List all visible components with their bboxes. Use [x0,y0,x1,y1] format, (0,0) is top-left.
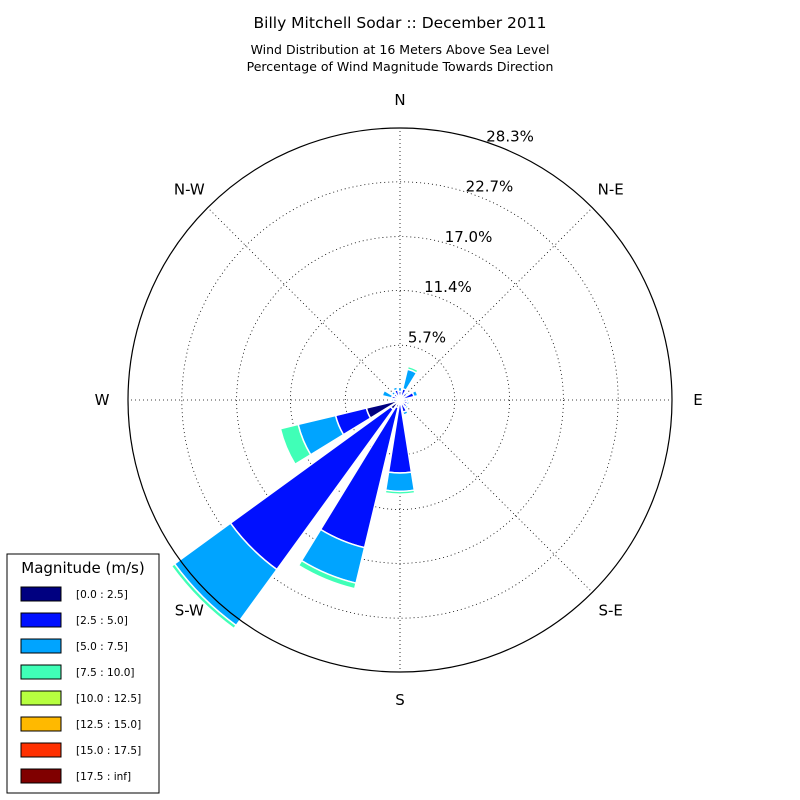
ring-label: 5.7% [408,328,446,346]
grid-ring [181,181,619,619]
wind-bar [405,400,411,407]
wind-bar [406,365,420,374]
direction-label: W [95,391,110,409]
legend-swatch [20,664,62,680]
wind-bar [279,423,312,466]
legend-swatch [20,690,62,706]
direction-label: S-E [599,602,623,620]
wind-bar [404,404,410,410]
chart-subtitle-line-2: Percentage of Wind Magnitude Towards Dir… [247,59,554,74]
legend-label: [10.0 : 12.5] [76,693,141,705]
legend-label: [7.5 : 10.0] [76,667,134,679]
wind-bar [390,390,397,397]
direction-label: S [395,691,405,709]
wind-bar [404,390,410,396]
ring-label: 22.7% [466,177,514,195]
outer-circle [127,127,673,673]
legend-items: [0.0 : 2.5] [2.5 : 5.0] [5.0 : 7.5] [7.5 : … [20,586,141,784]
wind-bar [297,559,357,590]
direction-label: S-W [175,602,204,620]
wind-bar [170,562,238,630]
polar-grid [128,128,672,672]
grid-ring [236,236,564,564]
direction-label: N-W [174,180,205,198]
wind-bar [397,386,403,393]
direction-label: E [693,391,702,409]
wind-bar [411,389,419,398]
ring-label: 11.4% [424,278,472,296]
legend-swatch [20,612,62,628]
legend-swatch [20,716,62,732]
chart-subtitle-line-1: Wind Distribution at 16 Meters Above Sea… [251,42,550,57]
legend-label: [2.5 : 5.0] [76,615,128,627]
ring-label: 17.0% [445,228,493,246]
legend-swatch [20,638,62,654]
legend-label: [0.0 : 2.5] [76,589,128,601]
wind-bar [402,409,410,416]
legend-label: [12.5 : 15.0] [76,719,141,731]
wind-bar [391,386,399,393]
direction-label: N [394,91,405,109]
wind-bar [381,389,394,399]
ring-label: 28.3% [486,128,534,146]
legend: Magnitude (m/s) [0.0 : 2.5] [2.5 : 5.0] [5… [6,553,160,794]
direction-label: N-E [598,180,624,198]
legend-swatch [20,742,62,758]
grid-ring [290,290,510,510]
grid-ring [344,344,456,456]
legend-label: [5.0 : 7.5] [76,641,128,653]
grid-spoke [399,399,593,593]
legend-swatch [20,768,62,784]
legend-title: Magnitude (m/s) [21,559,144,577]
grid-spoke [207,207,401,401]
legend-label: [17.5 : inf] [76,771,131,783]
legend-label: [15.0 : 17.5] [76,745,141,757]
chart-title: Billy Mitchell Sodar :: December 2011 [254,14,547,32]
direction-labels: N N-E E S-E S S-W W N-W [95,91,703,709]
wind-bar [384,471,416,493]
ring-labels: 5.7% 11.4% 17.0% 22.7% 28.3% [408,128,534,347]
wind-bar [384,489,416,495]
grid-spoke [399,207,593,401]
sector-bars [170,365,420,630]
legend-swatch [20,586,62,602]
